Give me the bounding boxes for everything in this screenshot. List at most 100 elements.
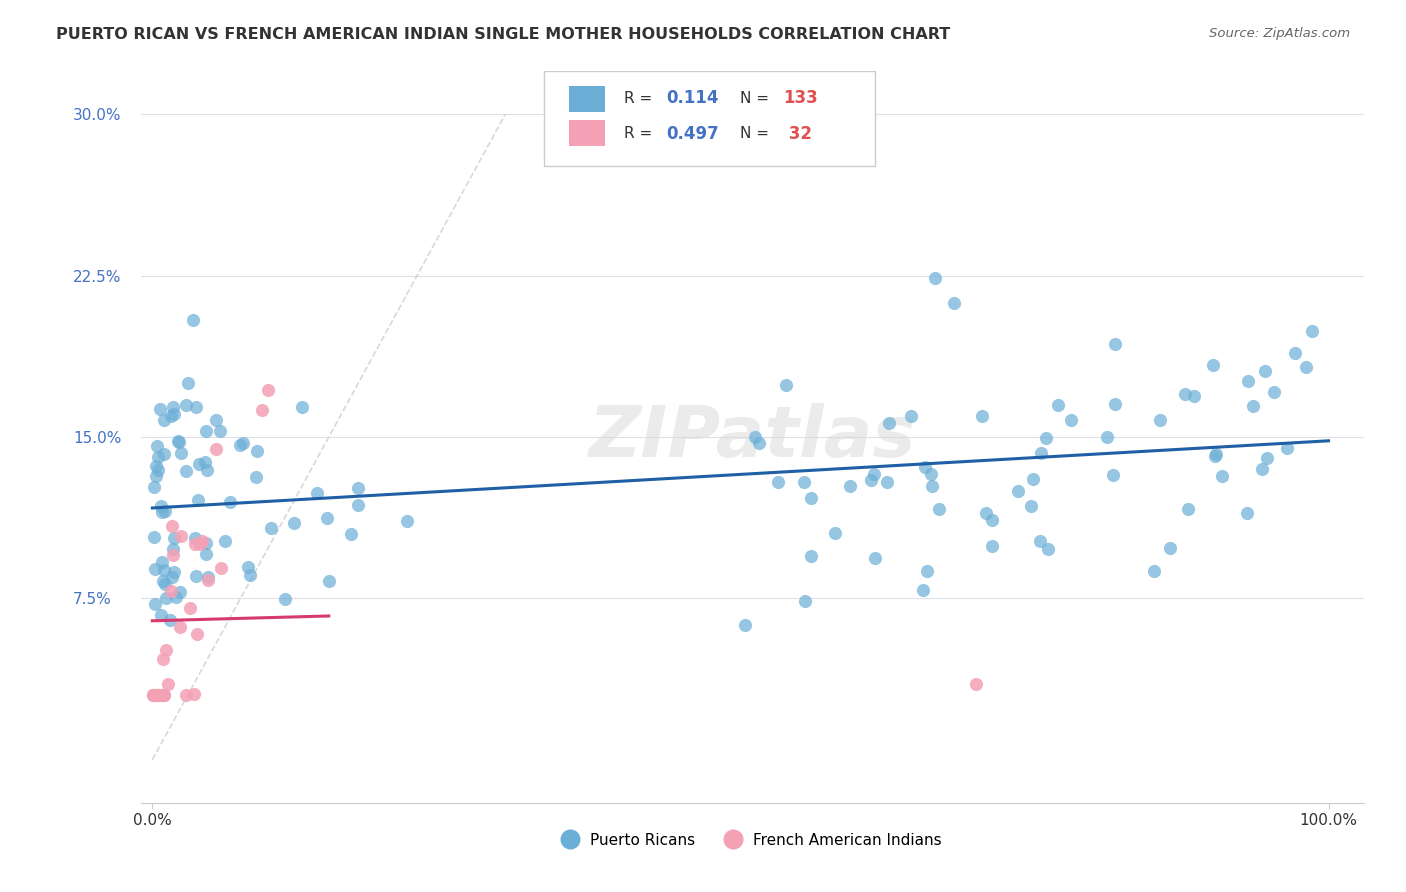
Point — [914, 459, 936, 474]
Point — [291, 400, 314, 414]
Point — [160, 583, 183, 598]
Point — [153, 576, 176, 591]
Point — [775, 378, 797, 392]
Point — [1301, 324, 1323, 338]
Point — [209, 560, 232, 574]
Text: 0.497: 0.497 — [666, 125, 720, 143]
Point — [195, 536, 218, 550]
Point — [218, 495, 240, 509]
Point — [150, 505, 173, 519]
Point — [238, 568, 260, 582]
Point — [156, 677, 179, 691]
Point — [143, 598, 166, 612]
Point — [162, 541, 184, 556]
Text: 133: 133 — [783, 89, 817, 107]
Point — [169, 585, 191, 599]
Point — [142, 688, 165, 702]
Point — [146, 439, 169, 453]
Point — [839, 479, 862, 493]
Point — [184, 400, 207, 414]
Point — [152, 688, 174, 702]
Point — [900, 409, 922, 424]
Point — [1241, 400, 1264, 414]
Point — [214, 534, 236, 549]
Point — [177, 376, 200, 390]
Point — [205, 413, 228, 427]
Point — [236, 560, 259, 574]
Point — [150, 500, 173, 514]
Point — [162, 549, 184, 563]
Point — [149, 402, 172, 417]
Point — [153, 563, 176, 577]
Point — [160, 519, 183, 533]
Point — [1022, 472, 1045, 486]
Point — [1251, 461, 1274, 475]
Point — [163, 532, 186, 546]
Point — [153, 447, 176, 461]
Point — [339, 527, 361, 541]
Point — [1095, 430, 1118, 444]
Point — [274, 592, 297, 607]
Point — [205, 442, 228, 456]
Text: R =: R = — [624, 91, 657, 106]
Point — [165, 590, 187, 604]
Point — [1284, 346, 1306, 360]
Point — [766, 475, 789, 490]
Point — [877, 416, 900, 430]
Point — [170, 446, 193, 460]
Point — [1205, 447, 1227, 461]
Point — [148, 463, 170, 477]
Point — [920, 467, 942, 482]
Point — [153, 413, 176, 427]
Point — [187, 457, 209, 471]
Point — [184, 569, 207, 583]
Point — [1104, 396, 1126, 410]
Point — [146, 450, 169, 464]
Point — [155, 643, 177, 657]
Point — [318, 574, 340, 588]
Point — [169, 620, 191, 634]
Point — [316, 511, 339, 525]
Point — [176, 465, 198, 479]
Point — [162, 400, 184, 414]
Point — [980, 513, 1002, 527]
Point — [142, 688, 165, 702]
Point — [246, 443, 269, 458]
Text: N =: N = — [740, 91, 773, 106]
Point — [965, 677, 987, 691]
Point — [181, 312, 204, 326]
Point — [142, 480, 165, 494]
Point — [188, 537, 211, 551]
Point — [160, 570, 183, 584]
Text: 32: 32 — [783, 125, 811, 143]
Text: ZIPatlas: ZIPatlas — [589, 402, 915, 472]
Point — [159, 613, 181, 627]
Point — [1149, 413, 1171, 427]
Point — [197, 569, 219, 583]
Point — [863, 467, 886, 481]
Point — [183, 687, 205, 701]
Point — [148, 688, 170, 702]
Point — [800, 549, 823, 563]
Point — [283, 516, 305, 530]
Point — [160, 409, 183, 424]
Point — [142, 688, 165, 702]
Point — [980, 539, 1002, 553]
Point — [163, 565, 186, 579]
Point — [143, 688, 166, 702]
Point — [1204, 449, 1226, 463]
Point — [152, 688, 174, 702]
Point — [232, 436, 254, 450]
Point — [748, 435, 770, 450]
Point — [187, 492, 209, 507]
Point — [1256, 451, 1278, 466]
Point — [1295, 360, 1317, 375]
Point — [876, 475, 898, 489]
Point — [1263, 384, 1285, 399]
Point — [174, 398, 197, 412]
Point — [1159, 541, 1181, 555]
Point — [794, 594, 817, 608]
Point — [793, 475, 815, 489]
Point — [1046, 398, 1069, 412]
Text: R =: R = — [624, 126, 657, 141]
